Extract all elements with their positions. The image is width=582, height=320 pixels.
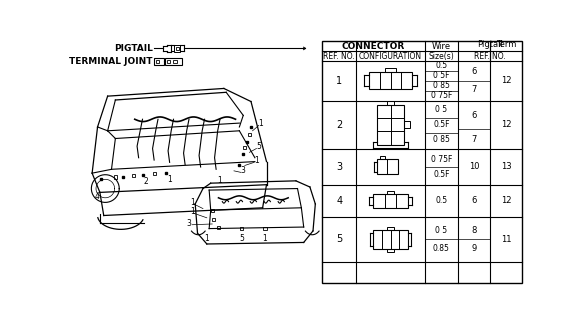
- Bar: [386, 101, 395, 105]
- Text: 6: 6: [471, 196, 477, 205]
- Text: 3: 3: [241, 166, 246, 175]
- Bar: [369, 72, 412, 89]
- Text: 0.5: 0.5: [435, 196, 448, 205]
- Text: 1: 1: [190, 198, 194, 207]
- Text: 0 5F: 0 5F: [433, 71, 449, 80]
- Text: REF. NO.: REF. NO.: [324, 52, 355, 60]
- Text: 0.5: 0.5: [435, 61, 448, 70]
- Text: 5: 5: [239, 234, 244, 243]
- Bar: [176, 47, 179, 50]
- Text: CONFIGURATION: CONFIGURATION: [359, 52, 422, 60]
- Text: 10: 10: [469, 162, 480, 171]
- Bar: [386, 249, 395, 252]
- Text: 1: 1: [218, 176, 222, 185]
- Text: 4: 4: [336, 196, 342, 206]
- Bar: [386, 227, 395, 230]
- Text: 0 75F: 0 75F: [431, 155, 452, 164]
- Text: 0 85: 0 85: [433, 135, 450, 144]
- Text: Wire: Wire: [432, 42, 451, 51]
- Text: 4: 4: [95, 192, 100, 201]
- Text: 12: 12: [501, 196, 512, 205]
- Text: 0 75F: 0 75F: [431, 91, 452, 100]
- Text: 12: 12: [501, 76, 512, 85]
- Bar: [386, 191, 395, 194]
- Bar: [322, 41, 522, 283]
- Text: 1: 1: [204, 234, 209, 243]
- Text: 11: 11: [501, 235, 512, 244]
- Bar: [212, 218, 215, 221]
- Bar: [154, 59, 164, 65]
- Text: 0.5F: 0.5F: [433, 170, 449, 179]
- Text: 0.85: 0.85: [433, 244, 450, 253]
- Bar: [114, 175, 117, 179]
- Text: 3: 3: [187, 219, 191, 228]
- Text: 7: 7: [471, 85, 477, 94]
- Bar: [377, 159, 398, 174]
- Text: 1: 1: [258, 119, 262, 128]
- Text: Term: Term: [496, 40, 517, 49]
- Text: 5: 5: [336, 234, 342, 244]
- Text: 1: 1: [167, 175, 172, 184]
- Text: 7: 7: [471, 135, 477, 144]
- Bar: [248, 133, 251, 136]
- Text: 8: 8: [471, 226, 477, 235]
- Text: Size(s): Size(s): [428, 52, 454, 60]
- Bar: [155, 60, 159, 63]
- Text: PIGTAIL: PIGTAIL: [113, 44, 152, 53]
- Text: 0 85: 0 85: [433, 82, 450, 91]
- Text: 9: 9: [471, 244, 477, 253]
- Text: 0 5: 0 5: [435, 226, 448, 235]
- Bar: [166, 60, 171, 63]
- Bar: [377, 105, 404, 145]
- Bar: [173, 60, 176, 63]
- Text: 1: 1: [262, 234, 267, 243]
- Text: 2: 2: [144, 177, 149, 186]
- Text: 6: 6: [471, 67, 477, 76]
- Bar: [174, 44, 180, 52]
- Bar: [165, 59, 182, 65]
- Bar: [132, 174, 135, 177]
- Text: 6: 6: [471, 111, 477, 120]
- Bar: [374, 230, 407, 249]
- Text: 0 5: 0 5: [435, 105, 448, 114]
- Bar: [264, 227, 267, 230]
- Bar: [243, 146, 246, 149]
- Bar: [217, 226, 220, 228]
- Text: 2: 2: [336, 120, 342, 130]
- Text: 1: 1: [254, 156, 259, 164]
- Text: 3: 3: [336, 162, 342, 172]
- Text: 0.5F: 0.5F: [433, 120, 449, 129]
- Text: CONNECTOR: CONNECTOR: [342, 42, 405, 51]
- Text: Pigtail: Pigtail: [477, 40, 503, 49]
- Text: 1: 1: [190, 207, 194, 216]
- Bar: [385, 68, 396, 72]
- Text: 5: 5: [256, 142, 261, 151]
- Bar: [211, 209, 214, 212]
- Text: REF. NO.: REF. NO.: [474, 52, 506, 60]
- Bar: [404, 121, 410, 129]
- Text: 1: 1: [336, 76, 342, 86]
- Bar: [372, 194, 409, 208]
- Bar: [379, 156, 385, 159]
- Text: 13: 13: [501, 162, 512, 171]
- Text: TERMINAL JOINT: TERMINAL JOINT: [69, 57, 152, 66]
- Text: 12: 12: [501, 120, 512, 129]
- Bar: [152, 172, 155, 175]
- Bar: [240, 227, 243, 230]
